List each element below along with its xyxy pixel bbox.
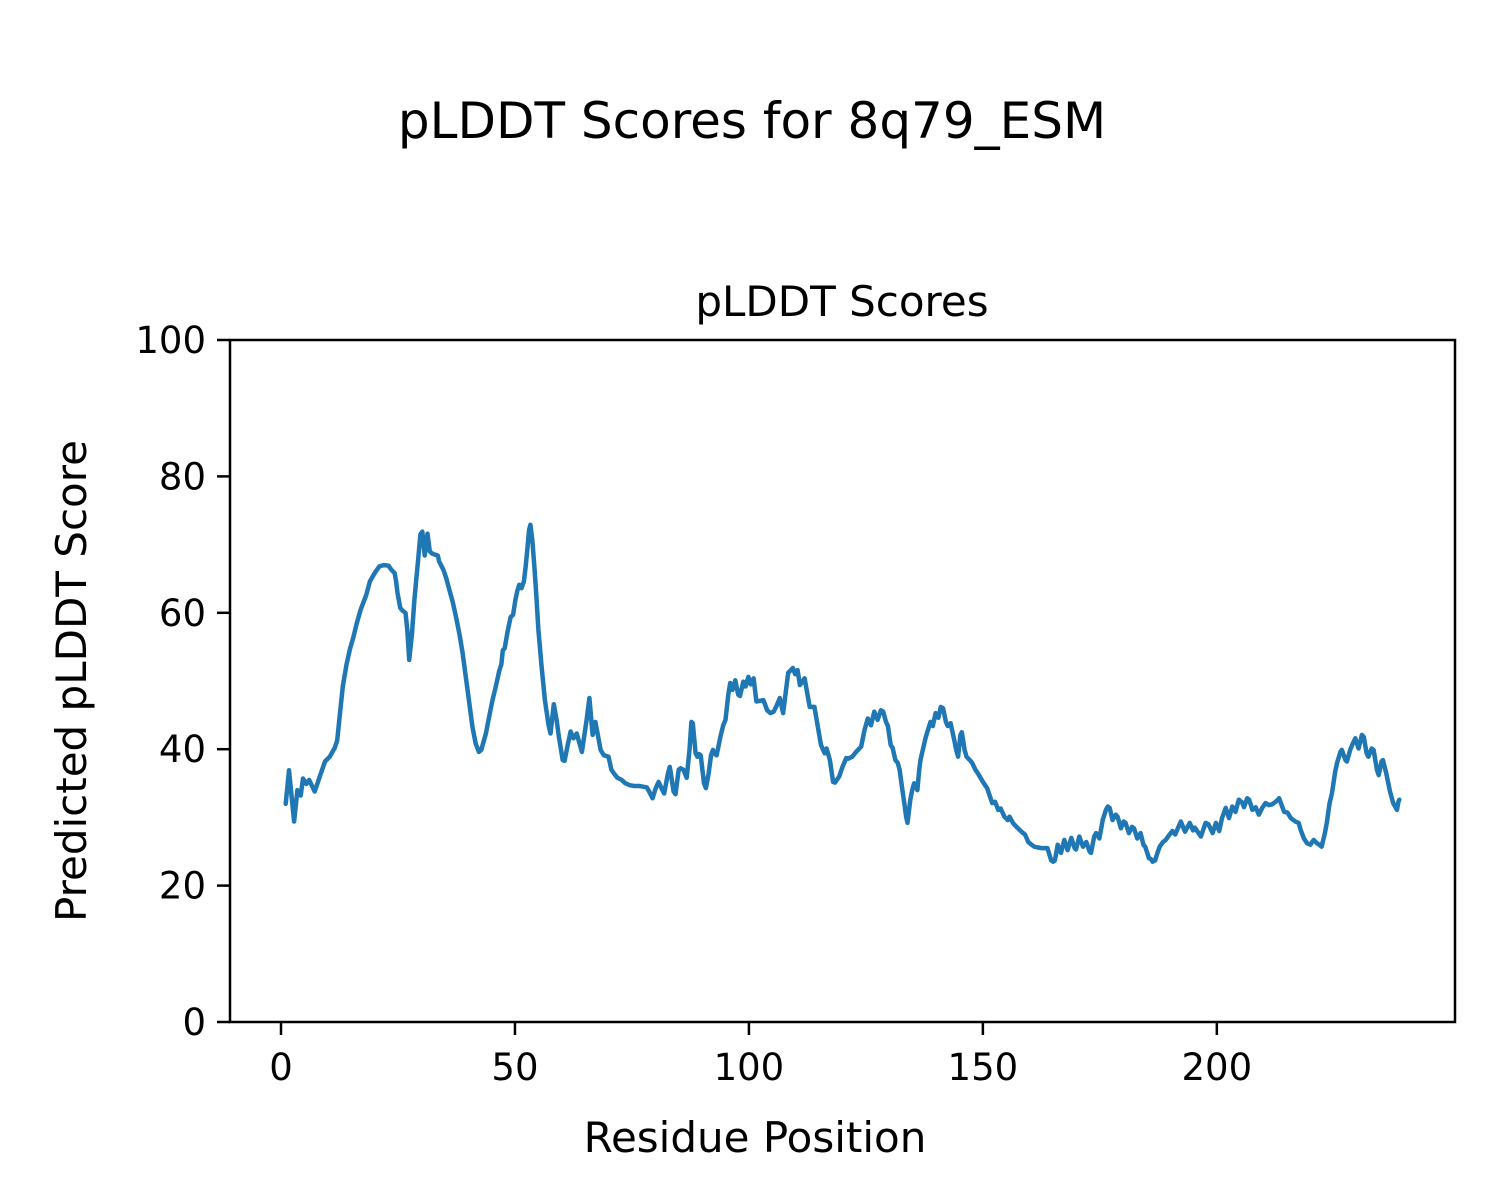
y-tick-label: 40 bbox=[159, 728, 206, 771]
figure-suptitle: pLDDT Scores for 8q79_ESM bbox=[398, 92, 1106, 150]
plddt-line bbox=[283, 522, 1402, 864]
axes-title: pLDDT Scores bbox=[695, 277, 988, 326]
x-axis-ticks: 0 50 100 150 200 bbox=[269, 1022, 1252, 1089]
y-tick-label: 100 bbox=[135, 319, 206, 362]
y-tick-label: 20 bbox=[159, 865, 206, 908]
y-tick-label: 0 bbox=[182, 1001, 206, 1044]
y-tick-label: 60 bbox=[159, 592, 206, 635]
x-tick-label: 150 bbox=[948, 1046, 1019, 1089]
y-axis-ticks: 0 20 40 60 80 100 bbox=[135, 319, 230, 1044]
x-tick-label: 0 bbox=[269, 1046, 293, 1089]
y-tick-label: 80 bbox=[159, 455, 206, 498]
axes-frame bbox=[228, 338, 1457, 1024]
x-tick-label: 100 bbox=[714, 1046, 785, 1089]
x-tick-label: 200 bbox=[1182, 1046, 1253, 1089]
y-axis-label: Predicted pLDDT Score bbox=[47, 440, 96, 922]
x-tick-label: 50 bbox=[491, 1046, 538, 1089]
x-axis-label: Residue Position bbox=[584, 1113, 927, 1162]
